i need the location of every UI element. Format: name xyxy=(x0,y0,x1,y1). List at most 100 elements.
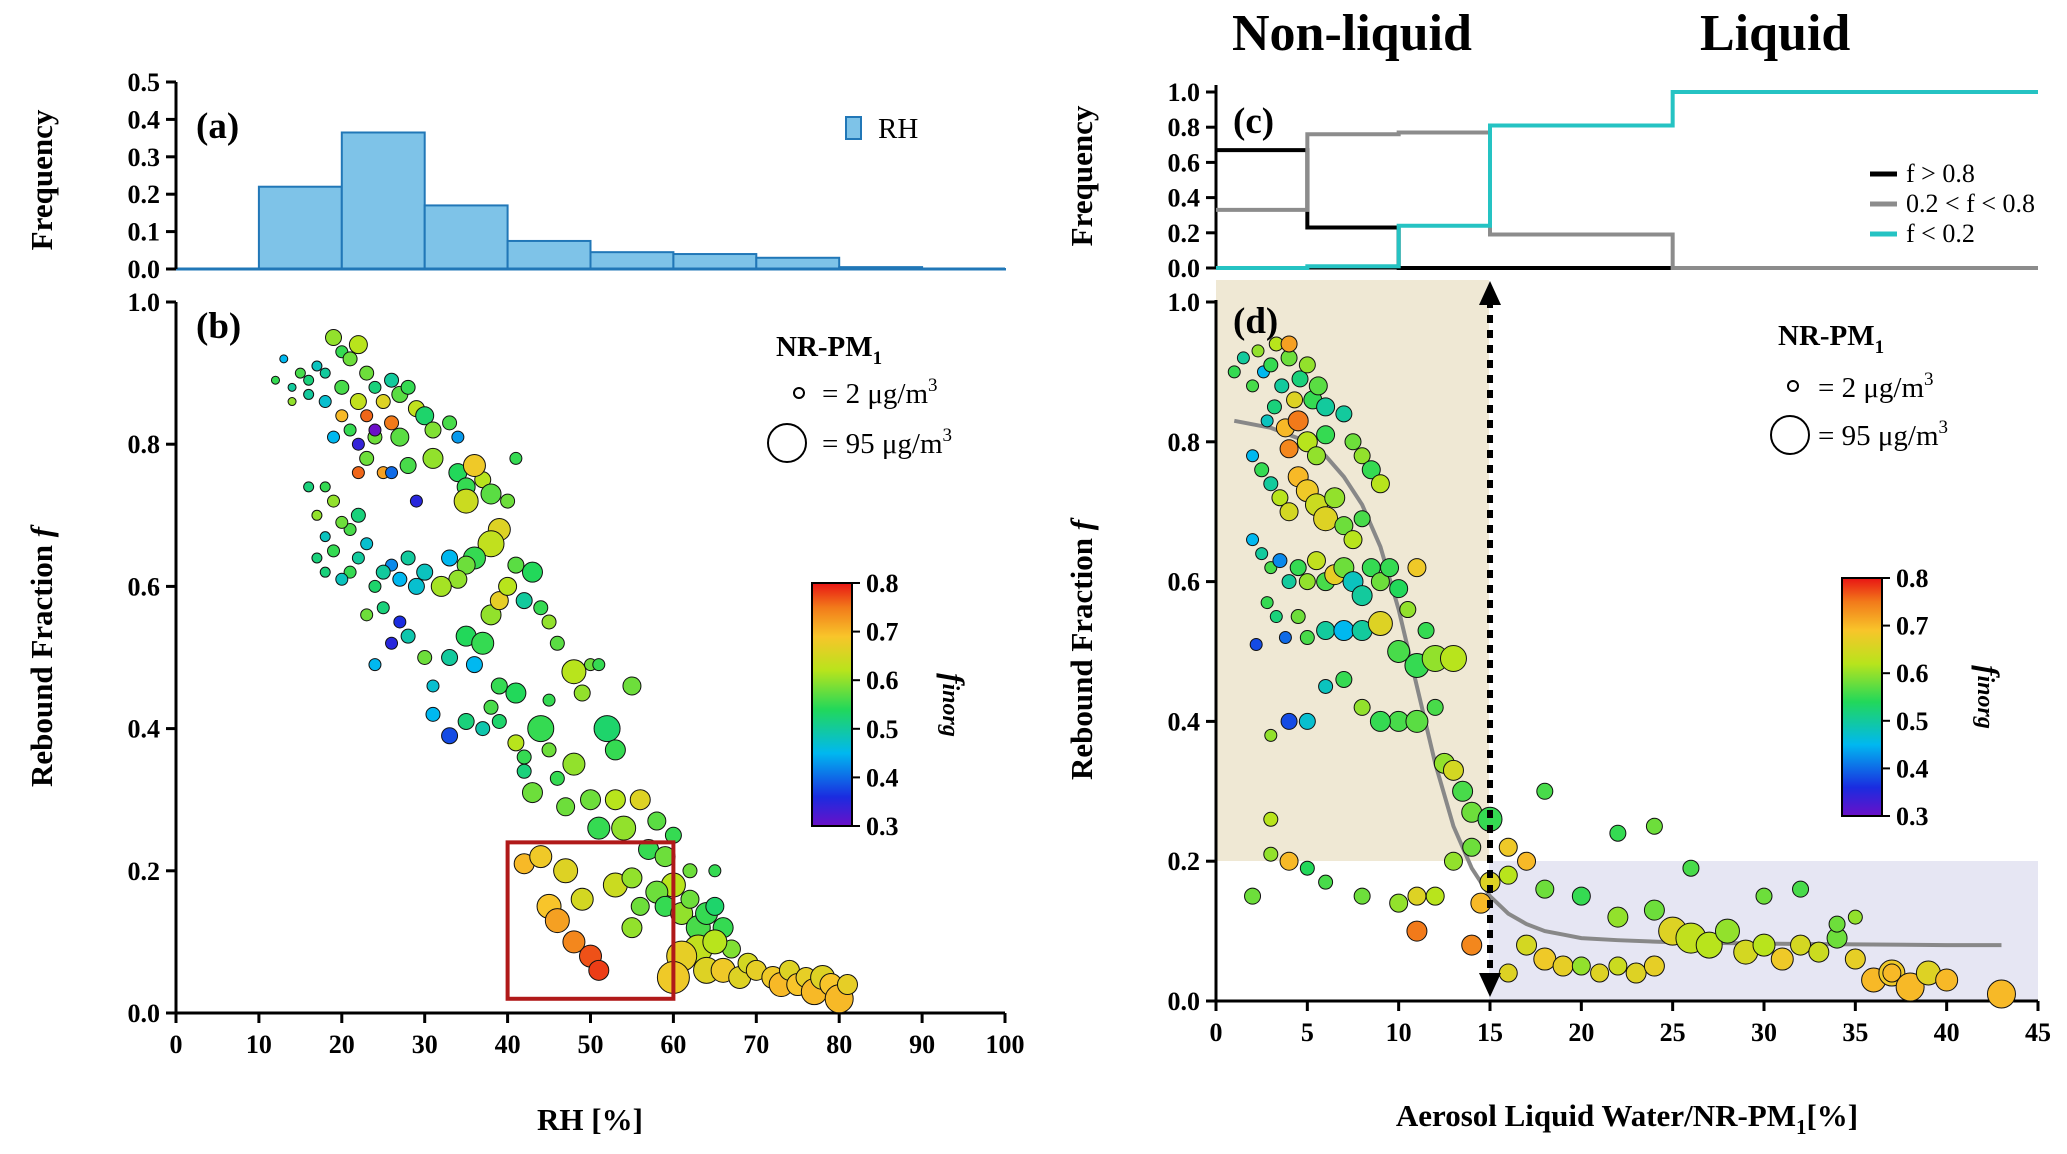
colorbar-d-tick-label: 0.5 xyxy=(1896,707,1929,736)
scatter-point xyxy=(360,608,374,622)
scatter-point xyxy=(303,481,315,493)
scatter-point xyxy=(509,451,523,465)
scatter-point xyxy=(549,770,565,786)
scatter-point xyxy=(1498,865,1518,885)
panel-c-ytick-label: 0.0 xyxy=(1168,254,1201,283)
scatter-point xyxy=(604,789,626,811)
scatter-point xyxy=(1461,934,1483,956)
scatter-point xyxy=(1847,909,1863,925)
scatter-point xyxy=(1254,462,1270,478)
scatter-point xyxy=(1389,893,1409,913)
scatter-point xyxy=(1844,948,1866,970)
scatter-point xyxy=(1308,376,1328,396)
scatter-point xyxy=(1607,906,1629,928)
scatter-point xyxy=(1280,712,1298,730)
scatter-point xyxy=(1590,963,1610,983)
panel-b-y-ticks: 0.0 0.2 0.4 0.6 0.8 1.0 xyxy=(128,288,176,1028)
scatter-point xyxy=(527,715,555,743)
legend-c-low-label: f < 0.2 xyxy=(1906,219,1975,248)
scatter-point xyxy=(442,415,458,431)
scatter-point xyxy=(360,537,374,551)
scatter-point xyxy=(521,782,543,804)
threshold-arrow-up xyxy=(1479,281,1501,305)
scatter-point xyxy=(1313,506,1339,532)
size-legend-large-d xyxy=(1770,415,1810,455)
scatter-point xyxy=(1344,433,1362,451)
panel-c-ytick-label: 0.2 xyxy=(1168,219,1201,248)
scatter-point xyxy=(1790,934,1812,956)
scatter-point xyxy=(1417,622,1435,640)
scatter-point xyxy=(1316,397,1336,417)
scatter-point xyxy=(507,734,525,752)
scatter-point xyxy=(544,908,570,934)
colorbar-b-tick-label: 0.8 xyxy=(866,569,899,598)
panel-d-ytick-label: 1.0 xyxy=(1168,288,1201,317)
panel-b-label: (b) xyxy=(196,306,241,347)
scatter-point xyxy=(327,544,341,558)
scatter-point xyxy=(390,427,410,447)
scatter-point xyxy=(457,712,475,730)
colorbar-b-tick-label: 0.5 xyxy=(866,715,899,744)
colorbar-b-ticks: 0.3 0.4 0.5 0.6 0.7 0.8 xyxy=(852,569,899,841)
scatter-point xyxy=(1695,931,1723,959)
panel-b-ytick-label: 0.0 xyxy=(128,999,161,1028)
scatter-point xyxy=(1291,370,1309,388)
scatter-point xyxy=(1752,933,1776,957)
region-left-label: Non-liquid xyxy=(1232,5,1472,62)
scatter-point xyxy=(1443,851,1463,871)
region-right-label: Liquid xyxy=(1700,5,1850,62)
scatter-point xyxy=(515,592,533,610)
nrpm-title-d: NR-PM1 xyxy=(1778,320,1884,358)
scatter-point xyxy=(1343,530,1363,550)
scatter-point xyxy=(384,372,400,388)
scatter-point xyxy=(542,693,556,707)
scatter-point xyxy=(1552,955,1574,977)
scatter-point xyxy=(1324,487,1346,509)
scatter-point xyxy=(1260,596,1274,610)
scatter-point xyxy=(409,494,423,508)
scatter-point xyxy=(588,959,610,981)
scatter-point xyxy=(287,382,297,392)
panel-b-xtick-label: 20 xyxy=(329,1030,355,1059)
panel-a-ytick-label: 0.4 xyxy=(128,105,161,134)
panel-b-xtick-label: 80 xyxy=(826,1030,852,1059)
panel-a-y-label: Frequency xyxy=(24,109,59,250)
scatter-point xyxy=(1369,710,1391,732)
scatter-point xyxy=(348,335,368,355)
scatter-point xyxy=(360,409,374,423)
scatter-point xyxy=(573,684,591,702)
scatter-point xyxy=(1333,620,1355,642)
scatter-point xyxy=(1755,887,1773,905)
scatter-point xyxy=(319,481,331,493)
scatter-point xyxy=(270,375,280,385)
scatter-point xyxy=(541,742,557,758)
panel-b-xtick-label: 90 xyxy=(909,1030,935,1059)
scatter-point xyxy=(1316,425,1336,445)
scatter-point xyxy=(303,388,315,400)
scatter-point xyxy=(441,649,459,666)
scatter-point xyxy=(1296,431,1318,453)
scatter-point xyxy=(541,614,557,630)
scatter-point xyxy=(1399,601,1417,619)
scatter-point xyxy=(1271,489,1289,507)
panel-d-ytick-label: 0.8 xyxy=(1168,428,1201,457)
scatter-point xyxy=(1299,630,1315,646)
scatter-point xyxy=(1643,955,1665,977)
scatter-point xyxy=(1895,972,1925,1002)
scatter-point xyxy=(279,354,289,364)
colorbar-b-tick-label: 0.4 xyxy=(866,763,899,792)
panel-b-xtick-label: 30 xyxy=(412,1030,438,1059)
scatter-point xyxy=(415,406,435,426)
size-legend-large-label-b: = 95 μg/m3 xyxy=(822,425,952,460)
scatter-point xyxy=(490,677,508,695)
scatter-point xyxy=(682,863,698,879)
scatter-point xyxy=(1246,533,1260,547)
scatter-point xyxy=(303,374,315,386)
panel-c-lines xyxy=(1216,90,2038,270)
scatter-point xyxy=(500,493,516,509)
scatter-point xyxy=(1406,920,1428,942)
colorbar-b xyxy=(811,582,853,827)
scatter-point xyxy=(1792,880,1810,898)
scatter-point xyxy=(533,600,549,616)
scatter-point xyxy=(1279,851,1299,871)
